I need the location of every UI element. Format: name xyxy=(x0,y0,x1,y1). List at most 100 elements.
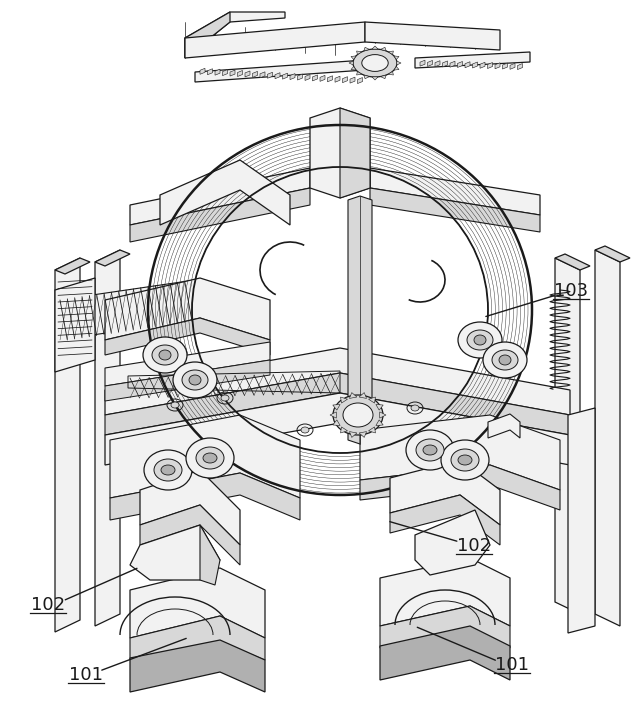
Polygon shape xyxy=(328,76,333,82)
Polygon shape xyxy=(351,67,356,70)
Polygon shape xyxy=(185,12,285,58)
Polygon shape xyxy=(105,278,270,340)
Ellipse shape xyxy=(467,330,493,350)
Polygon shape xyxy=(356,72,362,75)
Ellipse shape xyxy=(182,370,208,390)
Polygon shape xyxy=(359,432,367,437)
Ellipse shape xyxy=(458,322,502,358)
Polygon shape xyxy=(488,62,493,69)
Polygon shape xyxy=(245,71,250,77)
Polygon shape xyxy=(376,420,383,425)
Polygon shape xyxy=(333,420,340,425)
Polygon shape xyxy=(568,408,595,633)
Ellipse shape xyxy=(333,395,383,435)
Polygon shape xyxy=(420,60,425,66)
Polygon shape xyxy=(394,67,399,70)
Ellipse shape xyxy=(499,355,511,365)
Polygon shape xyxy=(160,160,290,225)
Polygon shape xyxy=(310,108,370,198)
Polygon shape xyxy=(495,62,500,69)
Polygon shape xyxy=(312,75,317,81)
Polygon shape xyxy=(428,60,433,67)
Ellipse shape xyxy=(186,438,234,478)
Polygon shape xyxy=(105,342,270,386)
Polygon shape xyxy=(350,77,355,83)
Polygon shape xyxy=(140,505,240,565)
Polygon shape xyxy=(130,525,220,580)
Polygon shape xyxy=(360,415,560,490)
Polygon shape xyxy=(185,12,230,58)
Polygon shape xyxy=(105,348,570,415)
Polygon shape xyxy=(390,460,500,525)
Polygon shape xyxy=(342,77,348,83)
Ellipse shape xyxy=(144,450,192,490)
Polygon shape xyxy=(95,250,120,626)
Text: 102: 102 xyxy=(31,596,65,614)
Ellipse shape xyxy=(441,440,489,480)
Polygon shape xyxy=(253,72,257,77)
Polygon shape xyxy=(376,404,383,410)
Polygon shape xyxy=(380,412,386,418)
Ellipse shape xyxy=(353,49,397,77)
Polygon shape xyxy=(215,69,220,75)
Polygon shape xyxy=(130,188,310,242)
Text: 103: 103 xyxy=(554,282,588,300)
Polygon shape xyxy=(356,51,362,55)
Ellipse shape xyxy=(301,427,309,433)
Polygon shape xyxy=(380,606,510,648)
Polygon shape xyxy=(388,72,394,75)
Polygon shape xyxy=(472,62,477,68)
Polygon shape xyxy=(555,254,590,270)
Polygon shape xyxy=(394,56,399,60)
Polygon shape xyxy=(510,63,515,69)
Polygon shape xyxy=(105,318,270,355)
Polygon shape xyxy=(370,188,540,232)
Polygon shape xyxy=(195,60,365,82)
Polygon shape xyxy=(340,397,348,403)
Polygon shape xyxy=(372,46,378,49)
Polygon shape xyxy=(185,22,365,58)
Polygon shape xyxy=(200,525,220,585)
Ellipse shape xyxy=(483,342,527,378)
Polygon shape xyxy=(349,432,357,437)
Polygon shape xyxy=(364,75,369,79)
Text: 101: 101 xyxy=(69,666,104,684)
Polygon shape xyxy=(364,47,369,51)
Polygon shape xyxy=(333,404,340,410)
Polygon shape xyxy=(105,360,270,401)
Polygon shape xyxy=(372,77,378,80)
Polygon shape xyxy=(349,392,357,399)
Polygon shape xyxy=(340,108,370,198)
Polygon shape xyxy=(330,412,337,418)
Ellipse shape xyxy=(221,395,229,401)
Polygon shape xyxy=(268,72,273,78)
Ellipse shape xyxy=(161,465,175,475)
Polygon shape xyxy=(223,69,227,76)
Polygon shape xyxy=(488,414,520,438)
Polygon shape xyxy=(230,70,235,76)
Polygon shape xyxy=(365,22,500,50)
Ellipse shape xyxy=(411,405,419,411)
Polygon shape xyxy=(442,61,447,67)
Polygon shape xyxy=(130,640,265,692)
Polygon shape xyxy=(380,558,510,626)
Polygon shape xyxy=(200,68,205,74)
Ellipse shape xyxy=(159,350,171,360)
Ellipse shape xyxy=(189,375,201,385)
Ellipse shape xyxy=(343,403,373,427)
Polygon shape xyxy=(415,52,530,68)
Ellipse shape xyxy=(154,459,182,481)
Polygon shape xyxy=(130,168,310,225)
Polygon shape xyxy=(370,168,540,215)
Ellipse shape xyxy=(362,55,388,72)
Polygon shape xyxy=(275,73,280,79)
Polygon shape xyxy=(381,75,386,79)
Polygon shape xyxy=(95,250,130,266)
Polygon shape xyxy=(290,74,295,79)
Polygon shape xyxy=(381,47,386,51)
Polygon shape xyxy=(390,495,500,545)
Ellipse shape xyxy=(196,447,224,469)
Polygon shape xyxy=(351,56,356,60)
Ellipse shape xyxy=(406,430,454,470)
Text: 102: 102 xyxy=(456,537,491,555)
